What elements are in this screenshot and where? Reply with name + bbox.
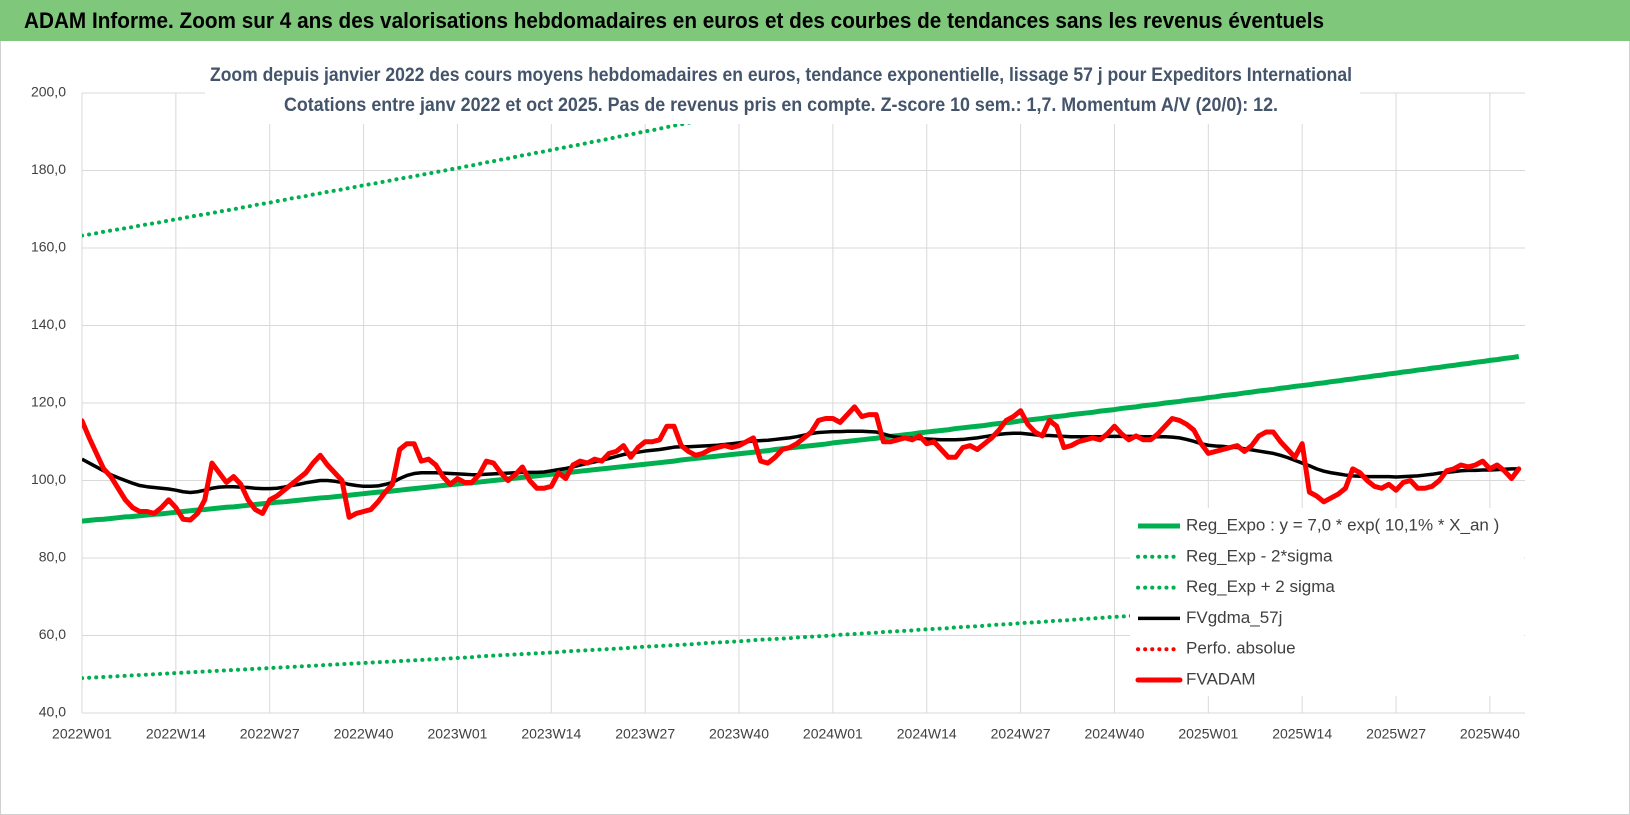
chart-subtitle: Cotations entre janv 2022 et oct 2025. P… bbox=[284, 95, 1278, 116]
series-line bbox=[82, 429, 1519, 495]
x-tick-label: 2025W01 bbox=[1178, 726, 1238, 742]
x-tick-label: 2025W40 bbox=[1460, 726, 1520, 742]
x-tick-label: 2024W27 bbox=[991, 726, 1051, 742]
x-tick-label: 2022W14 bbox=[146, 726, 206, 742]
legend-box bbox=[1130, 508, 1524, 696]
y-tick-label: 160,0 bbox=[31, 239, 66, 255]
legend-label: Reg_Exp + 2 sigma bbox=[1186, 577, 1335, 596]
title-box bbox=[205, 58, 1360, 124]
x-tick-label: 2025W27 bbox=[1366, 726, 1426, 742]
overlay: Zoom depuis janvier 2022 des cours moyen… bbox=[205, 58, 1524, 696]
x-tick-label: 2023W14 bbox=[521, 726, 581, 742]
x-tick-label: 2022W27 bbox=[240, 726, 300, 742]
legend-label: Reg_Exp - 2*sigma bbox=[1186, 546, 1333, 565]
y-tick-label: 120,0 bbox=[31, 394, 66, 410]
x-tick-label: 2022W01 bbox=[52, 726, 112, 742]
y-tick-label: 200,0 bbox=[31, 84, 66, 100]
legend-label: FVADAM bbox=[1186, 669, 1256, 688]
x-tick-label: 2023W01 bbox=[427, 726, 487, 742]
x-tick-label: 2022W40 bbox=[334, 726, 394, 742]
legend-label: Reg_Expo : y = 7,0 * exp( 10,1% * X_an ) bbox=[1186, 515, 1499, 534]
x-tick-label: 2023W27 bbox=[615, 726, 675, 742]
y-tick-label: 40,0 bbox=[39, 704, 66, 720]
x-tick-label: 2024W40 bbox=[1084, 726, 1144, 742]
x-tick-label: 2024W01 bbox=[803, 726, 863, 742]
y-tick-label: 100,0 bbox=[31, 471, 66, 487]
y-tick-label: 60,0 bbox=[39, 626, 66, 642]
x-tick-label: 2023W40 bbox=[709, 726, 769, 742]
series-line bbox=[82, 354, 1520, 524]
legend-label: FVgdma_57j bbox=[1186, 608, 1282, 627]
y-tick-label: 140,0 bbox=[31, 316, 66, 332]
chart-title: Zoom depuis janvier 2022 des cours moyen… bbox=[210, 65, 1352, 86]
series-line bbox=[82, 404, 1522, 523]
y-tick-label: 80,0 bbox=[39, 549, 66, 565]
header-bar bbox=[0, 0, 1630, 41]
header-title: ADAM Informe. Zoom sur 4 ans des valoris… bbox=[24, 8, 1324, 33]
x-tick-label: 2025W14 bbox=[1272, 726, 1332, 742]
legend-label: Perfo. absolue bbox=[1186, 639, 1296, 658]
y-tick-label: 180,0 bbox=[31, 161, 66, 177]
x-tick-label: 2024W14 bbox=[897, 726, 957, 742]
